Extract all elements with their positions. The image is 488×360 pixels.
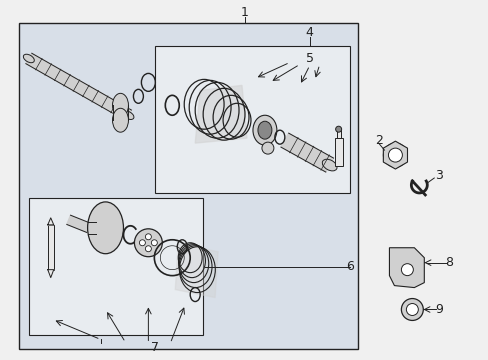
Text: 7: 7 — [151, 341, 159, 354]
Text: 5: 5 — [305, 52, 313, 65]
Polygon shape — [195, 85, 246, 143]
Polygon shape — [383, 141, 407, 169]
Ellipse shape — [322, 159, 336, 171]
Text: 6: 6 — [345, 260, 353, 273]
Ellipse shape — [139, 240, 145, 246]
Ellipse shape — [134, 229, 162, 257]
Ellipse shape — [401, 264, 412, 276]
Polygon shape — [281, 133, 333, 172]
Polygon shape — [175, 244, 218, 298]
Bar — [19, 23, 357, 349]
Polygon shape — [87, 222, 95, 234]
Text: 2: 2 — [375, 134, 383, 147]
Bar — [155, 45, 349, 193]
Text: 9: 9 — [434, 303, 442, 316]
Polygon shape — [112, 105, 128, 120]
Ellipse shape — [145, 234, 151, 240]
Polygon shape — [388, 248, 424, 288]
Ellipse shape — [383, 143, 407, 167]
Ellipse shape — [262, 142, 273, 154]
Ellipse shape — [87, 202, 123, 254]
Ellipse shape — [401, 298, 423, 320]
Ellipse shape — [23, 54, 34, 63]
Ellipse shape — [335, 126, 341, 132]
Ellipse shape — [122, 111, 134, 120]
Text: 3: 3 — [434, 168, 442, 181]
Text: 4: 4 — [305, 26, 313, 39]
Ellipse shape — [258, 121, 271, 139]
Ellipse shape — [387, 148, 402, 162]
Polygon shape — [48, 270, 54, 278]
Ellipse shape — [151, 240, 157, 246]
Bar — [48, 225, 54, 270]
Polygon shape — [26, 53, 131, 121]
Ellipse shape — [252, 115, 276, 145]
Bar — [334, 138, 342, 166]
Bar — [29, 198, 203, 336]
Ellipse shape — [145, 246, 151, 252]
Polygon shape — [67, 215, 90, 233]
Text: 1: 1 — [241, 6, 248, 19]
Ellipse shape — [112, 93, 128, 117]
Polygon shape — [48, 218, 54, 225]
Ellipse shape — [406, 303, 417, 315]
Bar — [336, 130, 340, 138]
Text: 8: 8 — [444, 256, 452, 269]
Ellipse shape — [112, 108, 128, 132]
